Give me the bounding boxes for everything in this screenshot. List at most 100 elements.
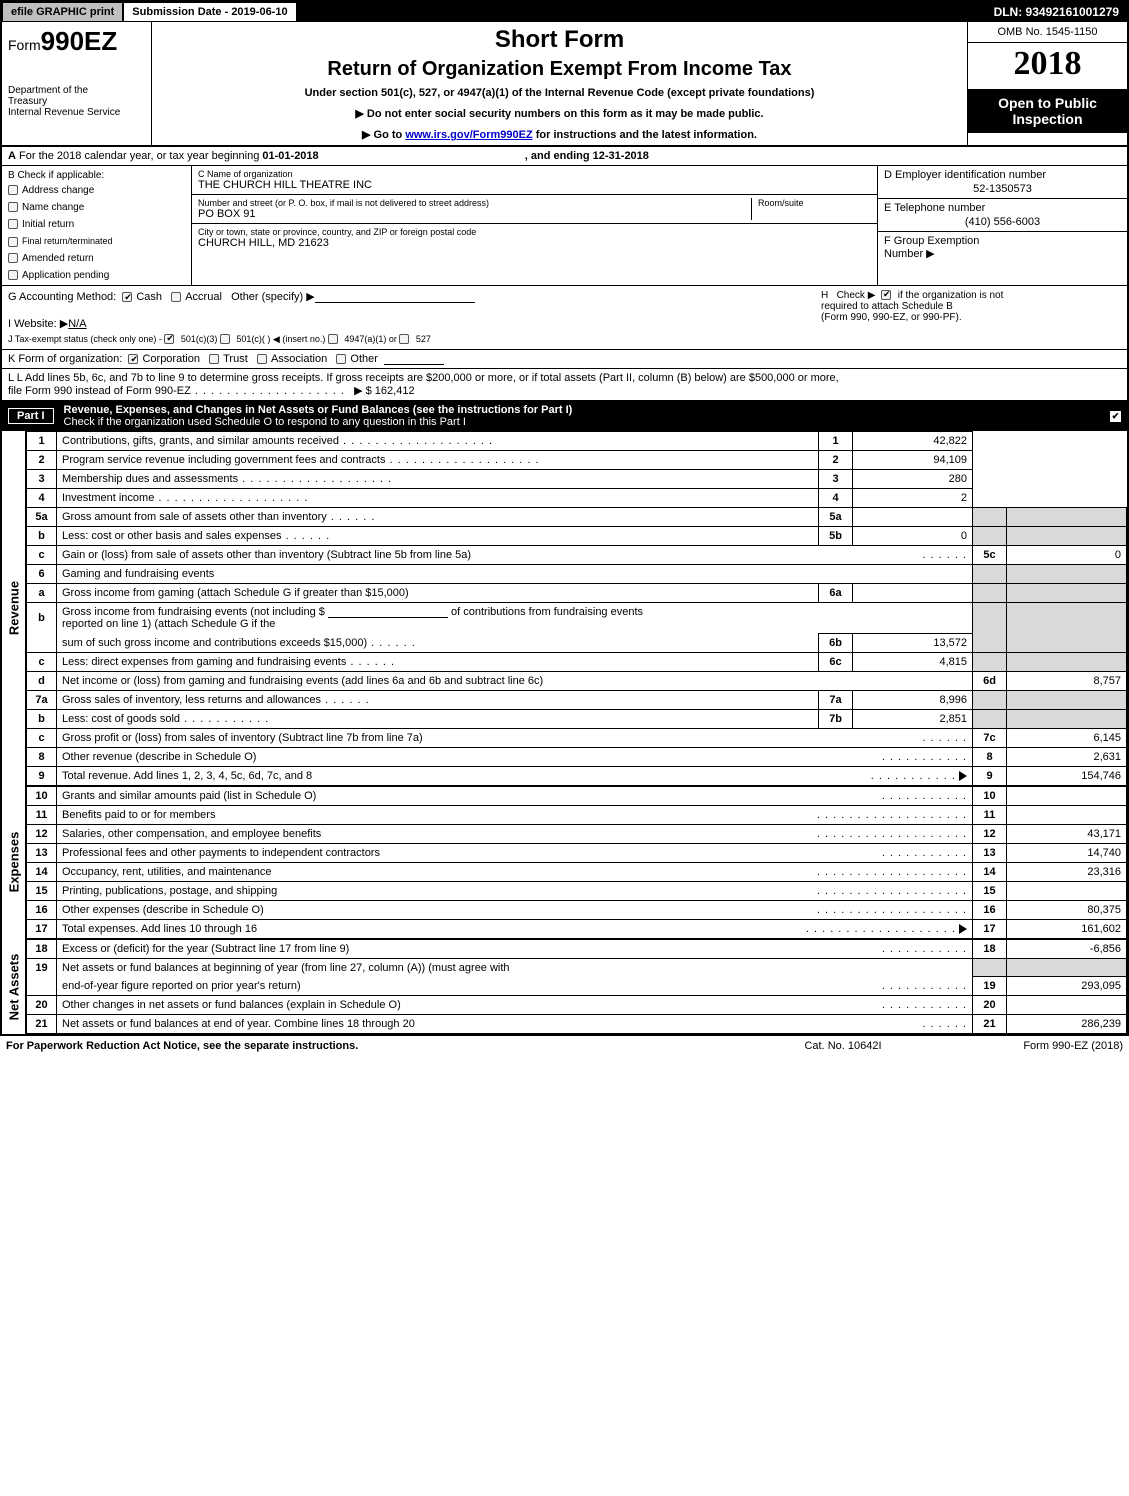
checkbox-final-return[interactable] bbox=[8, 237, 18, 247]
checkbox-association[interactable] bbox=[257, 354, 267, 364]
checkbox-corporation[interactable] bbox=[128, 354, 138, 364]
c-org-name-cell: C Name of organization THE CHURCH HILL T… bbox=[192, 166, 877, 195]
table-row: bLess: cost of goods sold7b2,851 bbox=[27, 709, 1127, 728]
f-group-exemption-cell: F Group Exemption Number ▶ bbox=[878, 232, 1127, 263]
checkbox-amended-return[interactable] bbox=[8, 253, 18, 263]
table-row: 16Other expenses (describe in Schedule O… bbox=[27, 900, 1127, 919]
arrow-icon bbox=[959, 924, 967, 934]
goto-instructions: ▶ Go to www.irs.gov/Form990EZ for instru… bbox=[158, 128, 961, 141]
form-container: efile GRAPHIC print Submission Date - 20… bbox=[0, 0, 1129, 1036]
form-prefix: Form bbox=[8, 37, 41, 53]
irs-link[interactable]: www.irs.gov/Form990EZ bbox=[405, 129, 532, 141]
net-assets-section: Net Assets 18Excess or (deficit) for the… bbox=[2, 939, 1127, 1035]
table-row: 15Printing, publications, postage, and s… bbox=[27, 881, 1127, 900]
table-row: 7aGross sales of inventory, less returns… bbox=[27, 690, 1127, 709]
checkbox-501c3[interactable] bbox=[164, 334, 174, 344]
submission-date-box: Submission Date - 2019-06-10 bbox=[123, 2, 296, 22]
table-row: 20Other changes in net assets or fund ba… bbox=[27, 996, 1127, 1015]
do-not-enter-ssn: ▶ Do not enter social security numbers o… bbox=[158, 107, 961, 120]
revenue-table: 1Contributions, gifts, grants, and simil… bbox=[26, 431, 1127, 786]
label-amended-return: Amended return bbox=[22, 253, 94, 264]
table-row: 2Program service revenue including gover… bbox=[27, 450, 1127, 469]
city-value: CHURCH HILL, MD 21623 bbox=[198, 237, 871, 249]
table-row: 12Salaries, other compensation, and empl… bbox=[27, 824, 1127, 843]
revenue-side-label: Revenue bbox=[6, 581, 21, 635]
line-l-gross-receipts: L L Add lines 5b, 6c, and 7b to line 9 t… bbox=[2, 369, 1127, 401]
table-row: cGross profit or (loss) from sales of in… bbox=[27, 728, 1127, 747]
checkbox-h[interactable] bbox=[881, 290, 891, 300]
website-value: N/A bbox=[68, 318, 86, 330]
part-1-schedule-o-checkbox[interactable]: ✔ bbox=[1110, 411, 1121, 422]
room-suite-label: Room/suite bbox=[758, 198, 871, 208]
org-name-value: THE CHURCH HILL THEATRE INC bbox=[198, 179, 871, 191]
form-header: Form990EZ Department of the Treasury Int… bbox=[2, 22, 1127, 147]
table-row: 3Membership dues and assessments3280 bbox=[27, 469, 1127, 488]
checkbox-initial-return[interactable] bbox=[8, 219, 18, 229]
table-row: 21Net assets or fund balances at end of … bbox=[27, 1015, 1127, 1034]
table-row: bLess: cost or other basis and sales exp… bbox=[27, 526, 1127, 545]
table-row: bGross income from fundraising events (n… bbox=[27, 602, 1127, 633]
checkbox-cash[interactable] bbox=[122, 292, 132, 302]
checkbox-name-change[interactable] bbox=[8, 202, 18, 212]
table-row: 13Professional fees and other payments t… bbox=[27, 843, 1127, 862]
i-website: I Website: ▶N/A bbox=[8, 317, 821, 330]
checkbox-accrual[interactable] bbox=[171, 292, 181, 302]
table-row: cGain or (loss) from sale of assets othe… bbox=[27, 545, 1127, 564]
table-row: 4Investment income42 bbox=[27, 488, 1127, 507]
table-row: aGross income from gaming (attach Schedu… bbox=[27, 583, 1127, 602]
section-b-through-f: B Check if applicable: Address change Na… bbox=[2, 166, 1127, 286]
c-address-cell: Number and street (or P. O. box, if mail… bbox=[192, 195, 877, 224]
part-1-title: Revenue, Expenses, and Changes in Net As… bbox=[64, 404, 573, 416]
checkbox-527[interactable] bbox=[399, 334, 409, 344]
form-ref: Form 990-EZ (2018) bbox=[943, 1040, 1123, 1052]
label-final-return: Final return/terminated bbox=[22, 236, 113, 246]
checkbox-other-org[interactable] bbox=[336, 354, 346, 364]
address-value: PO BOX 91 bbox=[198, 208, 751, 220]
table-row: cLess: direct expenses from gaming and f… bbox=[27, 652, 1127, 671]
ein-value: 52-1350573 bbox=[884, 183, 1121, 195]
form-number: Form990EZ bbox=[8, 26, 145, 57]
checkbox-4947[interactable] bbox=[328, 334, 338, 344]
return-title: Return of Organization Exempt From Incom… bbox=[158, 58, 961, 81]
efile-print-button[interactable]: efile GRAPHIC print bbox=[2, 2, 123, 22]
h-check-schedule-b: H Check ▶ if the organization is not req… bbox=[821, 290, 1121, 345]
revenue-section: Revenue 1Contributions, gifts, grants, a… bbox=[2, 431, 1127, 786]
checkbox-application-pending[interactable] bbox=[8, 270, 18, 280]
table-row: 1Contributions, gifts, grants, and simil… bbox=[27, 431, 1127, 450]
col-b-checkboxes: B Check if applicable: Address change Na… bbox=[2, 166, 192, 285]
part-1-subtitle: Check if the organization used Schedule … bbox=[64, 416, 466, 428]
c-city-cell: City or town, state or province, country… bbox=[192, 224, 877, 252]
table-row: 11Benefits paid to or for members11 bbox=[27, 805, 1127, 824]
label-application-pending: Application pending bbox=[22, 270, 109, 281]
part-1-header: Part I Revenue, Expenses, and Changes in… bbox=[2, 401, 1127, 431]
j-tax-exempt-status: J Tax-exempt status (check only one) - 5… bbox=[8, 334, 821, 345]
open-to-public: Open to PublicInspection bbox=[968, 89, 1127, 133]
table-row: 10Grants and similar amounts paid (list … bbox=[27, 786, 1127, 805]
table-row: dNet income or (loss) from gaming and fu… bbox=[27, 671, 1127, 690]
table-row: 19Net assets or fund balances at beginni… bbox=[27, 958, 1127, 977]
section-g-h: G Accounting Method: Cash Accrual Other … bbox=[2, 286, 1127, 350]
checkbox-501c[interactable] bbox=[220, 334, 230, 344]
table-row: 14Occupancy, rent, utilities, and mainte… bbox=[27, 862, 1127, 881]
omb-number: OMB No. 1545-1150 bbox=[968, 22, 1127, 43]
net-assets-side-label: Net Assets bbox=[6, 953, 21, 1020]
line-k-form-of-org: K Form of organization: Corporation Trus… bbox=[2, 350, 1127, 369]
label-name-change: Name change bbox=[22, 202, 84, 213]
dln-label: DLN: 93492161001279 bbox=[986, 2, 1127, 22]
g-accounting-method: G Accounting Method: Cash Accrual Other … bbox=[8, 290, 821, 303]
top-bar: efile GRAPHIC print Submission Date - 20… bbox=[2, 2, 1127, 22]
table-row: end-of-year figure reported on prior yea… bbox=[27, 977, 1127, 996]
table-row: 8Other revenue (describe in Schedule O)8… bbox=[27, 747, 1127, 766]
arrow-icon bbox=[959, 771, 967, 781]
page-footer: For Paperwork Reduction Act Notice, see … bbox=[0, 1036, 1129, 1056]
label-initial-return: Initial return bbox=[22, 219, 74, 230]
expenses-side-label: Expenses bbox=[6, 832, 21, 893]
expenses-section: Expenses 10Grants and similar amounts pa… bbox=[2, 786, 1127, 939]
paperwork-notice: For Paperwork Reduction Act Notice, see … bbox=[6, 1040, 743, 1052]
line-a-tax-year: A For the 2018 calendar year, or tax yea… bbox=[2, 147, 1127, 166]
checkbox-trust[interactable] bbox=[209, 354, 219, 364]
checkbox-address-change[interactable] bbox=[8, 185, 18, 195]
table-row: 9Total revenue. Add lines 1, 2, 3, 4, 5c… bbox=[27, 766, 1127, 785]
table-row: 18Excess or (deficit) for the year (Subt… bbox=[27, 939, 1127, 958]
d-ein-cell: D Employer identification number 52-1350… bbox=[878, 166, 1127, 199]
